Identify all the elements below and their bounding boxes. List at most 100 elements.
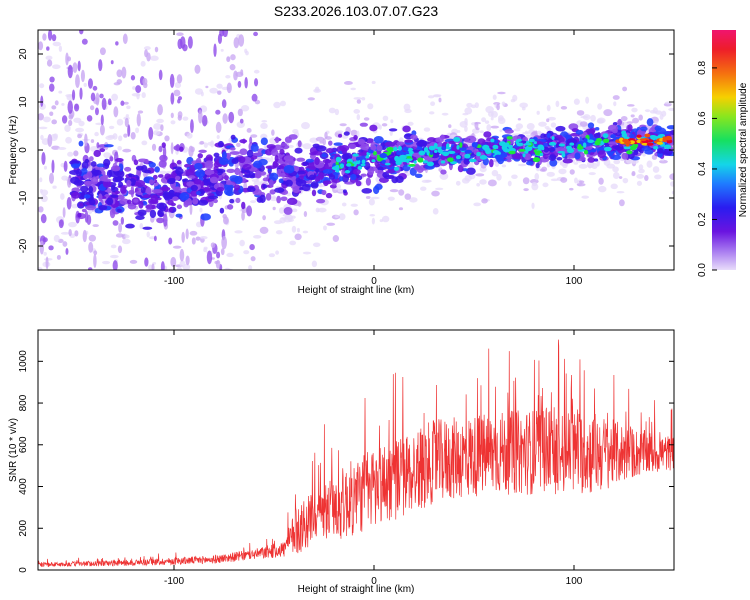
spectrogram-cell (42, 33, 47, 41)
spectrogram-cell (201, 279, 209, 282)
spectrogram-cell (163, 193, 172, 201)
spectrogram-cell (337, 188, 345, 193)
spectrogram-cell (161, 142, 166, 149)
spectrogram-cell (170, 120, 176, 125)
spectrogram-cell (90, 161, 97, 167)
spectrogram-cell (116, 69, 123, 78)
spectrogram-cell (67, 56, 72, 62)
snr-x-tick-label: -100 (164, 576, 184, 587)
spectrogram-cell (507, 144, 513, 149)
spectrogram-cell (149, 209, 157, 219)
spectrogram-cell (481, 198, 488, 204)
spectrogram-cell (555, 100, 560, 108)
snr-frame (37, 329, 675, 571)
spectrogram-cell (319, 140, 324, 144)
spectrogram-cell (496, 173, 502, 181)
spectrogram-cell (479, 155, 488, 160)
spectrogram-cell (172, 196, 179, 202)
spectrogram-cell (226, 56, 231, 63)
spectrogram-cell (187, 36, 193, 49)
spectrogram-cell (384, 162, 391, 166)
spectrogram-cell (225, 190, 234, 197)
spectrogram-cell (126, 179, 132, 187)
spectrogram-cell (574, 152, 581, 160)
spectrogram-cell (230, 134, 236, 140)
spectrogram-cell (72, 62, 78, 74)
spectrogram-cell (496, 103, 500, 111)
spectrogram-cell (231, 158, 239, 165)
spectrogram-cell (402, 146, 409, 151)
spectrogram-cell (117, 145, 122, 151)
spectrogram-cell (54, 100, 59, 106)
spectrogram-cell (373, 185, 380, 195)
spectrogram-cell (464, 138, 470, 143)
spectrogram-cell (142, 77, 148, 86)
spectrogram-cell (81, 38, 88, 45)
spectrogram-cell (204, 161, 213, 170)
spectrogram-cell (524, 142, 532, 146)
spectrogram-cell (464, 107, 473, 115)
spectrogram-cell (39, 83, 45, 89)
spectrogram-cell (558, 143, 566, 147)
spectrogram-cell (569, 187, 574, 191)
spectrogram-cell (371, 80, 376, 85)
spectrogram-cell (499, 129, 503, 132)
spectrogram-cell (278, 178, 284, 184)
spectrogram-cell (325, 192, 333, 199)
spectrogram-cell (379, 153, 388, 159)
spectrogram-cell (593, 158, 599, 162)
spectrogram-cell (99, 124, 105, 136)
spectrogram-cell (118, 271, 125, 277)
spectrogram-cell (587, 122, 595, 129)
spectrogram-cell (124, 166, 132, 172)
spectrogram-cell (140, 186, 146, 194)
spectrogram-y-label: Frequency (Hz) (8, 116, 19, 185)
spectrogram-cell (558, 168, 567, 175)
spectrogram-cell (297, 140, 302, 148)
spectrogram-cell (654, 125, 662, 132)
spectrogram-cell (90, 139, 95, 144)
spectrogram-cell (153, 235, 157, 242)
spectrogram-cell (408, 150, 414, 155)
spectrogram-cell (110, 185, 116, 191)
spectrogram-cell (77, 134, 83, 139)
spectrogram-cell (186, 132, 193, 139)
spectrogram-cell (640, 126, 648, 132)
spectrogram-cell (233, 70, 238, 81)
spectrogram-cell (429, 111, 435, 115)
spectrogram-cell (100, 114, 104, 126)
spectrogram-cell (67, 100, 73, 114)
spectrogram-cell (71, 89, 76, 101)
spectrogram-cell (182, 44, 188, 52)
spectrogram-cell (88, 156, 94, 162)
spectrogram-cell (78, 140, 84, 147)
spectrogram-cell (321, 153, 327, 158)
spectrogram-cell (217, 33, 223, 45)
spectrogram-cell (240, 69, 244, 76)
spectrogram-cell (60, 231, 70, 235)
spectrogram-cell (173, 145, 181, 151)
spectrogram-cell (93, 250, 98, 256)
spectrogram-cell (296, 157, 306, 162)
spectrogram-cell (157, 104, 163, 116)
spectrogram-cell (435, 187, 444, 191)
spectrogram-cell (156, 217, 165, 224)
spectrogram-cell (317, 172, 325, 180)
spectrogram-cell (669, 173, 674, 181)
spectrogram-cell (53, 302, 62, 307)
spectrogram-cell (114, 190, 121, 195)
spectrogram-cell (146, 52, 151, 62)
spectrogram-cell (182, 116, 189, 121)
spectrogram-cell (109, 156, 114, 162)
spectrogram-cell (58, 219, 64, 229)
spectrogram-y-tick-label: 0 (18, 147, 29, 153)
spectrogram-cell (659, 159, 668, 164)
spectrogram-cell (190, 184, 198, 192)
spectrogram-cell (636, 173, 645, 179)
spectrogram-cell (455, 155, 461, 160)
spectrogram-cell (45, 55, 53, 60)
spectrogram-cell (322, 168, 333, 174)
spectrogram-cell (562, 158, 573, 164)
spectrogram-cell (475, 127, 480, 131)
spectrogram-cell (237, 80, 242, 88)
